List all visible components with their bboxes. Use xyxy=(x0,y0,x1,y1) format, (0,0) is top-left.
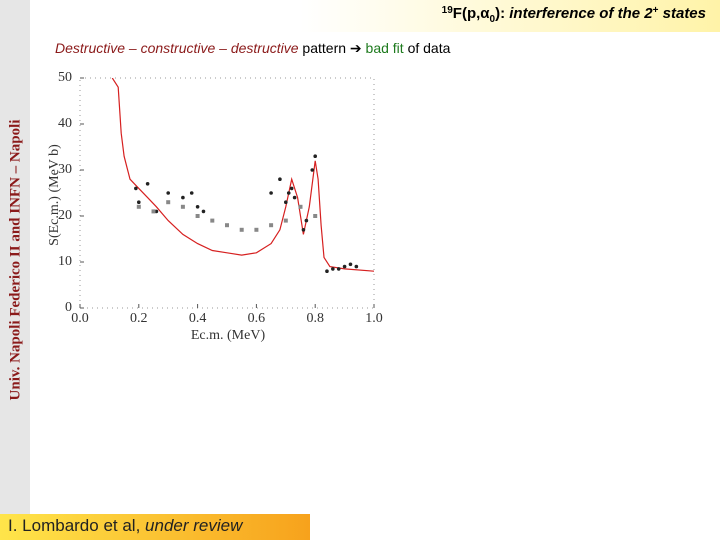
data-square xyxy=(283,218,288,223)
fit-curve xyxy=(111,78,374,272)
x-tick-label: 0.4 xyxy=(189,311,207,326)
data-point xyxy=(189,191,194,195)
title-part: 19 xyxy=(442,5,454,16)
data-square xyxy=(166,200,171,205)
x-tick-label: 0.6 xyxy=(248,311,266,326)
data-square xyxy=(298,204,303,209)
y-tick-label: 30 xyxy=(58,162,72,177)
data-point xyxy=(348,262,353,267)
data-square xyxy=(180,204,185,209)
subtitle: Destructive – constructive – destructive… xyxy=(55,40,451,56)
footer: I. Lombardo et al, under review xyxy=(8,516,244,535)
footer-part: under review xyxy=(145,516,244,535)
data-square xyxy=(225,223,229,228)
plot: 0 10 20 30 40 50 0.0 0.2 0.4 0.6 0.8 1.0 xyxy=(58,70,383,326)
data-point xyxy=(286,191,291,195)
data-square xyxy=(151,209,156,214)
data-point xyxy=(301,228,306,232)
subtitle-part: ➔ xyxy=(350,40,362,56)
subtitle-part: bad fit xyxy=(362,40,404,56)
title-part: + xyxy=(653,5,659,16)
data-point xyxy=(154,209,159,214)
footer-part: I. Lombardo et al, xyxy=(8,516,145,535)
sidebar-text: Univ. Napoli Federico II and INFN – Napo… xyxy=(7,120,23,401)
subtitle-part: Destructive – constructive – destructive xyxy=(55,40,299,56)
data-point xyxy=(195,205,200,209)
data-point xyxy=(201,209,206,214)
data-point xyxy=(134,186,138,191)
y-tick-label: 0 xyxy=(65,300,72,315)
slide-title: 19F(p,α0): interference of the 2+ states xyxy=(442,5,706,25)
data-point xyxy=(292,195,297,200)
data-square xyxy=(313,214,318,218)
title-band xyxy=(300,0,720,32)
data-square xyxy=(254,227,259,232)
data-point xyxy=(325,269,329,274)
y-tick-label: 40 xyxy=(58,116,72,131)
data-point xyxy=(166,191,170,195)
x-tick-label: 0.2 xyxy=(130,311,148,326)
data-point xyxy=(331,267,335,271)
data-point xyxy=(145,182,150,186)
data-point xyxy=(304,218,309,223)
footer-box xyxy=(0,514,310,540)
y-tick-label: 20 xyxy=(58,208,72,223)
data-square xyxy=(210,218,215,223)
title-part: interference of the 2 xyxy=(509,5,653,22)
data-point xyxy=(342,264,347,269)
data-point xyxy=(310,168,315,172)
x-axis-label: Ec.m. (MeV) xyxy=(191,328,266,343)
data-point xyxy=(278,177,282,181)
y-axis-label: S(Ec.m.) (MeV b) xyxy=(47,144,62,246)
data-point xyxy=(289,186,294,191)
title-part: 0 xyxy=(490,14,496,25)
x-tick-label: 1.0 xyxy=(365,311,383,326)
subtitle-part: pattern xyxy=(299,40,350,56)
title-part: states xyxy=(658,5,706,22)
sidebar xyxy=(0,0,30,540)
subtitle-part: of data xyxy=(404,40,451,56)
plot-frame xyxy=(79,77,375,309)
data-point xyxy=(269,191,273,195)
data-square xyxy=(239,227,244,232)
y-tick-label: 50 xyxy=(58,70,72,85)
title-part: ): xyxy=(495,5,509,22)
data-square xyxy=(136,204,141,209)
data-point xyxy=(336,267,341,271)
title-part: F(p,α xyxy=(453,5,490,22)
x-tick-label: 0.8 xyxy=(306,311,324,326)
x-tick-label: 0.0 xyxy=(71,311,89,326)
y-tick-label: 10 xyxy=(58,254,72,269)
data-point xyxy=(284,200,288,204)
data-point xyxy=(354,264,359,269)
data-square xyxy=(269,223,274,228)
data-square xyxy=(195,214,200,218)
data-point xyxy=(137,200,141,204)
data-point xyxy=(313,154,318,158)
data-point xyxy=(181,195,185,200)
